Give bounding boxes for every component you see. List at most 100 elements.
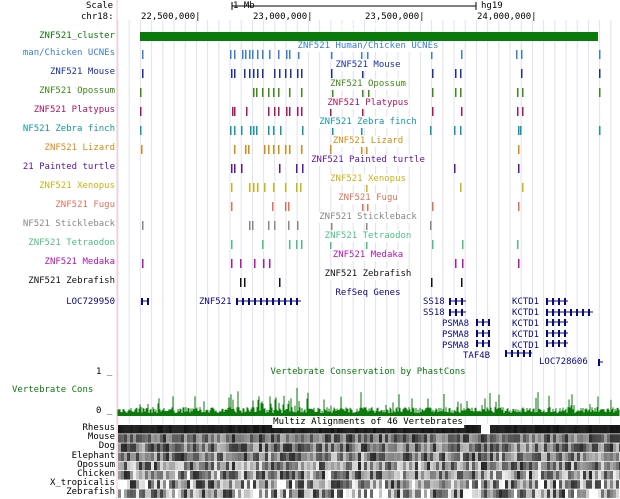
alignment-block (610, 452, 613, 462)
alignment-block (403, 480, 406, 489)
track-label-7[interactable]: ZNF521 Xenopus (39, 181, 115, 191)
gene-label-psma8-1[interactable]: PSMA8 (442, 319, 470, 329)
alignment-block (508, 434, 511, 443)
ucne-mark (517, 107, 519, 116)
alignment-block (553, 434, 556, 443)
alignment-block (577, 425, 580, 434)
alignment-block (535, 480, 538, 489)
track-label-9[interactable]: NF521 Stickleback (22, 219, 115, 229)
alignment-block (616, 461, 619, 471)
ucne-mark (330, 145, 332, 154)
alignment-block (133, 489, 136, 498)
track-label-0[interactable]: man/Chicken UCNEs (22, 48, 115, 58)
track-label-11[interactable]: ZNF521 Medaka (44, 257, 115, 267)
alignment-block (493, 425, 496, 434)
gene-label-psma8-2[interactable]: PSMA8 (442, 330, 470, 340)
alignment-block (616, 425, 619, 434)
gene-exon (449, 309, 451, 316)
alignment-block (304, 489, 307, 498)
alignment-block (211, 443, 214, 452)
alignment-block (451, 471, 454, 480)
alignment-block (409, 489, 412, 498)
track-label-cluster[interactable]: ZNF521_cluster (39, 31, 115, 41)
alignment-block (220, 461, 223, 471)
alignment-block (208, 480, 211, 489)
alignment-block (169, 461, 172, 471)
gene-label-kctd1-5[interactable]: KCTD1 (512, 341, 540, 351)
alignment-block (181, 461, 184, 471)
alignment-block (199, 452, 202, 462)
alignment-block (199, 425, 202, 434)
alignment-block (181, 489, 184, 498)
gene-label-loc728606[interactable]: LOC728606 (539, 357, 588, 367)
track-label-conservation[interactable]: Vertebrate Cons (12, 385, 94, 395)
alignment-block (517, 461, 520, 471)
alignment-block (460, 443, 463, 452)
alignment-block (592, 434, 595, 443)
alignment-block (370, 443, 373, 452)
alignment-block (160, 425, 163, 434)
track-label-6[interactable]: 21 Painted turtle (22, 162, 115, 172)
species-label-4: Opossum (77, 459, 115, 470)
alignment-block (517, 452, 520, 462)
track-label-5[interactable]: ZNF521 Lizard (44, 143, 115, 153)
alignment-block (256, 461, 259, 471)
alignment-block (583, 480, 586, 489)
alignment-block (283, 434, 286, 443)
track-label-1[interactable]: ZNF521 Mouse (49, 67, 115, 77)
track-label-4[interactable]: NF521 Zebra finch (22, 124, 115, 134)
alignment-block (547, 480, 550, 489)
gene-label-ss18-1[interactable]: SS18 (423, 297, 445, 307)
ucne-mark (142, 50, 144, 59)
alignment-block (175, 480, 178, 489)
alignment-block (223, 489, 226, 498)
ucne-mark (454, 126, 456, 135)
alignment-block (283, 443, 286, 452)
alignment-block (331, 471, 334, 480)
alignment-block (418, 471, 421, 480)
alignment-block (589, 425, 592, 434)
track-label-8[interactable]: ZNF521 Fugu (55, 200, 115, 210)
gene-label-ss18-2[interactable]: SS18 (423, 308, 445, 318)
alignment-block (541, 434, 544, 443)
track-label-refseq[interactable]: LOC729950 (66, 297, 115, 307)
alignment-block (145, 480, 148, 489)
gene-label-kctd1-1[interactable]: KCTD1 (512, 297, 540, 307)
gene-label-kctd1-4[interactable]: KCTD1 (512, 330, 540, 340)
gene-exon (488, 330, 490, 337)
alignment-block (571, 489, 574, 498)
alignment-block (166, 443, 169, 452)
track-label-2[interactable]: ZNF521 Opossum (39, 86, 115, 96)
track-label-10[interactable]: ZNF521 Tetraodon (28, 238, 115, 248)
gene-label-kctd1-2[interactable]: KCTD1 (512, 308, 540, 318)
gene-exon (482, 319, 484, 326)
ucne-mark (462, 240, 464, 249)
alignment-block (547, 443, 550, 452)
alignment-block (271, 434, 274, 443)
alignment-block (490, 480, 493, 489)
track-label-3[interactable]: ZNF521 Platypus (33, 105, 115, 115)
alignment-block (541, 471, 544, 480)
alignment-block (301, 461, 304, 471)
gene-label-psma8-3[interactable]: PSMA8 (442, 341, 470, 351)
alignment-block (514, 471, 517, 480)
alignment-block (379, 425, 382, 434)
alignment-block (586, 480, 589, 489)
alignment-block (574, 452, 577, 462)
alignment-block (280, 489, 283, 498)
alignment-block (427, 425, 430, 434)
alignment-block (454, 452, 457, 462)
alignment-block (388, 489, 391, 498)
gene-label-znf521[interactable]: ZNF521 (199, 297, 232, 307)
alignment-block (310, 452, 313, 462)
alignment-block (244, 452, 247, 462)
gene-label-kctd1-3[interactable]: KCTD1 (512, 319, 540, 329)
alignment-block (367, 489, 370, 498)
ucne-mark (249, 69, 251, 78)
alignment-block (373, 425, 376, 434)
track-label-12[interactable]: ZNF521 Zebrafish (28, 276, 115, 286)
gene-label-taf4b[interactable]: TAF4B (463, 351, 491, 361)
alignment-block (508, 480, 511, 489)
alignment-block (355, 480, 358, 489)
alignment-block (391, 461, 394, 471)
